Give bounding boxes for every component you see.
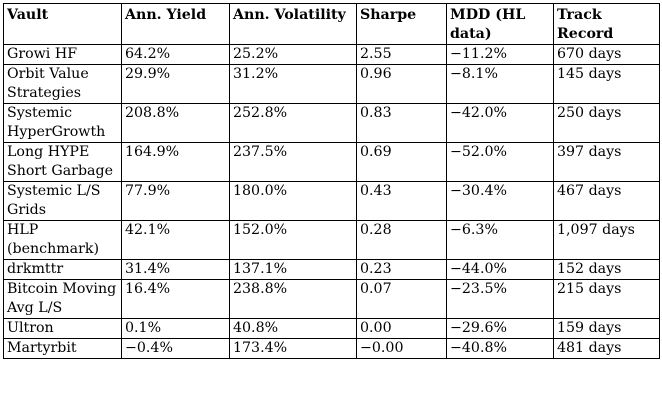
cell-vault: Martyrbit bbox=[3, 338, 122, 359]
cell-ann-volatility: 152.0% bbox=[229, 220, 357, 260]
cell-track-record: 152 days bbox=[553, 259, 660, 280]
cell-ann-yield: 208.8% bbox=[121, 103, 230, 143]
cell-ann-volatility: 252.8% bbox=[229, 103, 357, 143]
cell-vault: Long HYPE Short Garbage bbox=[3, 142, 122, 182]
header-track-record: Track Record bbox=[553, 3, 660, 45]
cell-sharpe: 0.23 bbox=[356, 259, 447, 280]
cell-mdd: −6.3% bbox=[446, 220, 554, 260]
table-row: HLP (benchmark) 42.1% 152.0% 0.28 −6.3% … bbox=[3, 220, 660, 260]
cell-mdd: −30.4% bbox=[446, 181, 554, 221]
cell-track-record: 481 days bbox=[553, 338, 660, 359]
table-row: Bitcoin Moving Avg L/S 16.4% 238.8% 0.07… bbox=[3, 279, 660, 319]
cell-vault: Ultron bbox=[3, 318, 122, 339]
cell-ann-volatility: 238.8% bbox=[229, 279, 357, 319]
cell-mdd: −23.5% bbox=[446, 279, 554, 319]
cell-vault: Systemic HyperGrowth bbox=[3, 103, 122, 143]
cell-sharpe: 0.28 bbox=[356, 220, 447, 260]
cell-sharpe: −0.00 bbox=[356, 338, 447, 359]
cell-track-record: 215 days bbox=[553, 279, 660, 319]
cell-ann-volatility: 137.1% bbox=[229, 259, 357, 280]
cell-ann-yield: 42.1% bbox=[121, 220, 230, 260]
cell-ann-yield: 16.4% bbox=[121, 279, 230, 319]
cell-ann-yield: 29.9% bbox=[121, 64, 230, 104]
cell-sharpe: 0.83 bbox=[356, 103, 447, 143]
cell-sharpe: 0.69 bbox=[356, 142, 447, 182]
cell-vault: Orbit Value Strategies bbox=[3, 64, 122, 104]
cell-track-record: 250 days bbox=[553, 103, 660, 143]
cell-sharpe: 2.55 bbox=[356, 44, 447, 65]
cell-mdd: −29.6% bbox=[446, 318, 554, 339]
cell-mdd: −42.0% bbox=[446, 103, 554, 143]
cell-vault: HLP (benchmark) bbox=[3, 220, 122, 260]
table-row: Systemic HyperGrowth 208.8% 252.8% 0.83 … bbox=[3, 103, 660, 143]
cell-sharpe: 0.96 bbox=[356, 64, 447, 104]
table-row: Growi HF 64.2% 25.2% 2.55 −11.2% 670 day… bbox=[3, 44, 660, 65]
header-mdd: MDD (HL data) bbox=[446, 3, 554, 45]
cell-ann-yield: 164.9% bbox=[121, 142, 230, 182]
cell-vault: drkmttr bbox=[3, 259, 122, 280]
cell-ann-yield: 77.9% bbox=[121, 181, 230, 221]
cell-sharpe: 0.00 bbox=[356, 318, 447, 339]
cell-ann-volatility: 237.5% bbox=[229, 142, 357, 182]
cell-ann-yield: 31.4% bbox=[121, 259, 230, 280]
cell-ann-volatility: 40.8% bbox=[229, 318, 357, 339]
cell-ann-volatility: 173.4% bbox=[229, 338, 357, 359]
cell-track-record: 397 days bbox=[553, 142, 660, 182]
cell-ann-volatility: 31.2% bbox=[229, 64, 357, 104]
header-ann-volatility: Ann. Volatility bbox=[229, 3, 357, 45]
header-vault: Vault bbox=[3, 3, 122, 45]
cell-ann-volatility: 25.2% bbox=[229, 44, 357, 65]
cell-sharpe: 0.07 bbox=[356, 279, 447, 319]
vault-performance-table: Vault Ann. Yield Ann. Volatility Sharpe … bbox=[3, 3, 660, 359]
table-header-row: Vault Ann. Yield Ann. Volatility Sharpe … bbox=[3, 3, 660, 45]
cell-vault: Systemic L/S Grids bbox=[3, 181, 122, 221]
cell-mdd: −11.2% bbox=[446, 44, 554, 65]
table-row: Long HYPE Short Garbage 164.9% 237.5% 0.… bbox=[3, 142, 660, 182]
cell-vault: Bitcoin Moving Avg L/S bbox=[3, 279, 122, 319]
header-ann-yield: Ann. Yield bbox=[121, 3, 230, 45]
cell-vault: Growi HF bbox=[3, 44, 122, 65]
cell-mdd: −8.1% bbox=[446, 64, 554, 104]
cell-track-record: 145 days bbox=[553, 64, 660, 104]
table-row: Ultron 0.1% 40.8% 0.00 −29.6% 159 days bbox=[3, 318, 660, 339]
cell-track-record: 467 days bbox=[553, 181, 660, 221]
table-row: drkmttr 31.4% 137.1% 0.23 −44.0% 152 day… bbox=[3, 259, 660, 280]
cell-sharpe: 0.43 bbox=[356, 181, 447, 221]
cell-ann-volatility: 180.0% bbox=[229, 181, 357, 221]
table-row: Martyrbit −0.4% 173.4% −0.00 −40.8% 481 … bbox=[3, 338, 660, 359]
cell-ann-yield: 0.1% bbox=[121, 318, 230, 339]
cell-track-record: 159 days bbox=[553, 318, 660, 339]
header-sharpe: Sharpe bbox=[356, 3, 447, 45]
cell-ann-yield: 64.2% bbox=[121, 44, 230, 65]
cell-ann-yield: −0.4% bbox=[121, 338, 230, 359]
table-row: Systemic L/S Grids 77.9% 180.0% 0.43 −30… bbox=[3, 181, 660, 221]
document-page: Vault Ann. Yield Ann. Volatility Sharpe … bbox=[3, 3, 660, 359]
cell-mdd: −40.8% bbox=[446, 338, 554, 359]
cell-track-record: 1,097 days bbox=[553, 220, 660, 260]
table-row: Orbit Value Strategies 29.9% 31.2% 0.96 … bbox=[3, 64, 660, 104]
cell-mdd: −44.0% bbox=[446, 259, 554, 280]
cell-track-record: 670 days bbox=[553, 44, 660, 65]
cell-mdd: −52.0% bbox=[446, 142, 554, 182]
